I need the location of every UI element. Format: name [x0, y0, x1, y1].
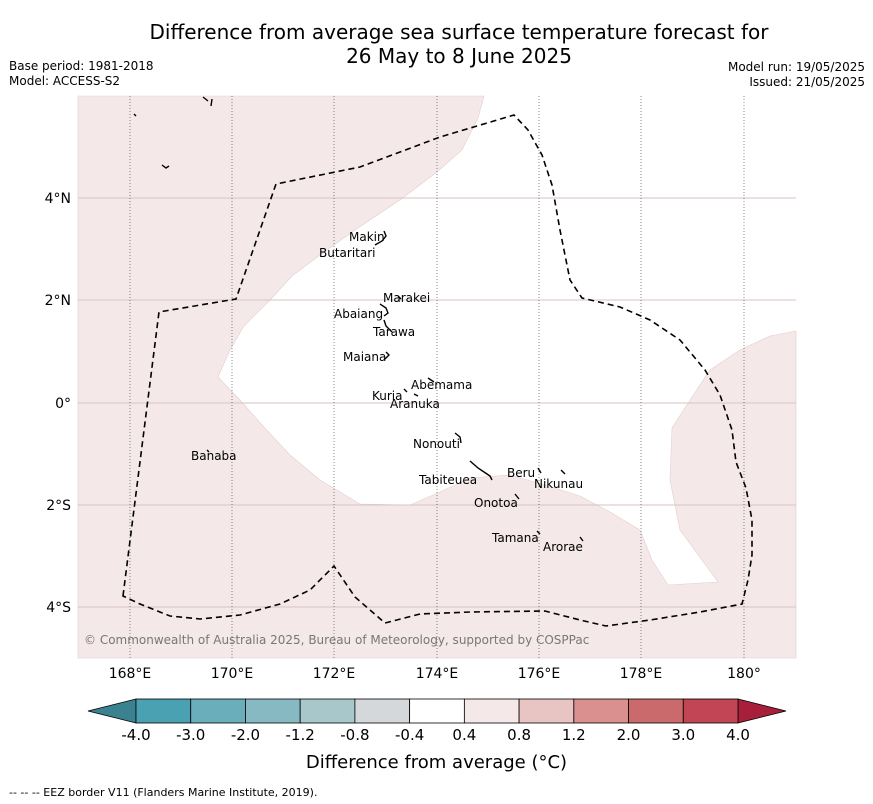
- lon-tick-label: 176°E: [518, 666, 561, 682]
- meta-left: Base period: 1981-2018 Model: ACCESS-S2: [9, 59, 154, 89]
- lon-tick-label: 180°: [727, 666, 761, 682]
- colorbar-segment: [573, 698, 629, 724]
- north-islet-a: [133, 113, 137, 117]
- colorbar-tick-label: -1.2: [286, 726, 315, 744]
- nonouti-coast: [454, 432, 462, 444]
- colorbar-tick-label: 2.0: [617, 726, 641, 744]
- island-label: Beru: [507, 466, 535, 480]
- island-label: Arorae: [543, 540, 583, 554]
- colorbar-tick-label: -0.8: [340, 726, 369, 744]
- island-label: Kuria: [372, 389, 403, 403]
- beru-coast: [537, 467, 542, 474]
- copyright-text: © Commonwealth of Australia 2025, Bureau…: [84, 633, 589, 647]
- model-name: Model: ACCESS-S2: [9, 74, 121, 88]
- lat-tick-label: 0°: [55, 396, 71, 412]
- island-coastlines: [133, 96, 584, 542]
- lat-tick-labels: 4°N 2°N 0° 2°S 4°S: [45, 191, 72, 616]
- island-label: Abaiang: [334, 307, 383, 321]
- lat-tick-label: 2°S: [46, 498, 71, 514]
- colorbar-segment: [682, 698, 739, 724]
- makin-butaritari-coast: [374, 230, 387, 246]
- colorbar-segments: [135, 698, 739, 724]
- tarawa-coast: [383, 319, 393, 333]
- lon-gridlines: [129, 96, 745, 658]
- lat-tick-label: 2°N: [45, 293, 71, 309]
- arorae-coast: [579, 536, 584, 542]
- island-label: Maiana: [343, 350, 386, 364]
- colorbar-tick-label: 3.0: [671, 726, 695, 744]
- colorbar-under-arrow: [87, 698, 137, 724]
- island-label: Tamana: [491, 531, 539, 545]
- colorbar-segment: [245, 698, 301, 724]
- title-line-1: Difference from average sea surface temp…: [149, 20, 769, 44]
- lon-tick-label: 174°E: [416, 666, 459, 682]
- meta-right: Model run: 19/05/2025 Issued: 21/05/2025: [728, 60, 865, 90]
- lon-tick-labels: 168°E 170°E 172°E 174°E 176°E 178°E 180°: [109, 666, 761, 682]
- colorbar-tick-label: -4.0: [121, 726, 150, 744]
- title-line-2: 26 May to 8 June 2025: [346, 44, 572, 68]
- island-label: Banaba: [191, 449, 237, 463]
- colorbar-title: Difference from average (°C): [305, 752, 568, 773]
- colorbar-segment: [518, 698, 575, 724]
- lon-tick-label: 178°E: [620, 666, 663, 682]
- colorbar: -4.0 -3.0 -2.0 -1.2 -0.8 -0.4 0.4 0.8 1.2 2.0 3.0 4…: [87, 698, 787, 744]
- island-label: Abemama: [411, 378, 472, 392]
- eez-border: [122, 114, 753, 627]
- island-label: Tarawa: [372, 325, 415, 339]
- island-label: Tabiteuea: [418, 473, 477, 487]
- model-run: Model run: 19/05/2025: [727, 60, 865, 74]
- lat-tick-label: 4°N: [45, 191, 71, 207]
- colorbar-segment: [463, 698, 520, 724]
- kuria-aranuka-coast: [403, 388, 419, 397]
- colorbar-tick-label: -0.4: [395, 726, 424, 744]
- island-label: Onotoa: [474, 496, 518, 510]
- island-label: Marakei: [383, 291, 430, 305]
- colorbar-tick-label: 1.2: [562, 726, 586, 744]
- colorbar-segment: [409, 698, 465, 724]
- colorbar-tick-label: 0.8: [507, 726, 531, 744]
- tabiteuea-coast: [469, 460, 493, 481]
- lon-tick-label: 168°E: [109, 666, 152, 682]
- colorbar-segment: [135, 698, 192, 724]
- island-label: Aranuka: [390, 397, 440, 411]
- nikunau-coast: [560, 469, 566, 475]
- chart-title: Difference from average sea surface temp…: [0, 20, 873, 68]
- lat-tick-label: 4°S: [46, 600, 71, 616]
- tamana-coast: [536, 530, 541, 535]
- marakei-coast: [397, 295, 402, 300]
- colorbar-segment: [354, 698, 411, 724]
- colorbar-tick-label: -2.0: [231, 726, 260, 744]
- lon-tick-label: 172°E: [313, 666, 356, 682]
- colorbar-segment: [299, 698, 356, 724]
- base-period: Base period: 1981-2018: [9, 59, 154, 73]
- island-label: Butaritari: [319, 246, 376, 260]
- island-label: Makin: [349, 230, 385, 244]
- lon-tick-label: 170°E: [211, 666, 254, 682]
- north-islet-c: [161, 164, 170, 169]
- maiana-coast: [384, 351, 390, 360]
- island-label: Nikunau: [534, 477, 583, 491]
- issued-date: Issued: 21/05/2025: [749, 75, 865, 89]
- banaba-coast: [206, 449, 210, 453]
- onotoa-coast: [514, 493, 520, 500]
- colorbar-tick-label: 4.0: [726, 726, 750, 744]
- island-label: Nonouti: [413, 437, 460, 451]
- colorbar-segment: [190, 698, 246, 724]
- colorbar-tick-label: 0.4: [452, 726, 476, 744]
- abaiang-coast: [379, 303, 389, 317]
- colorbar-over-arrow: [737, 698, 787, 724]
- north-islet-b: [202, 96, 213, 107]
- eez-footnote: -- -- -- EEZ border V11 (Flanders Marine…: [9, 786, 318, 799]
- colorbar-tick-labels: -4.0 -3.0 -2.0 -1.2 -0.8 -0.4 0.4 0.8 1.2 2.0 3.0 4…: [121, 726, 750, 744]
- island-labels: Makin Butaritari Marakei Abaiang Tarawa …: [191, 230, 583, 554]
- abemama-coast: [427, 377, 435, 383]
- colorbar-tick-label: -3.0: [176, 726, 205, 744]
- colorbar-segment: [628, 698, 684, 724]
